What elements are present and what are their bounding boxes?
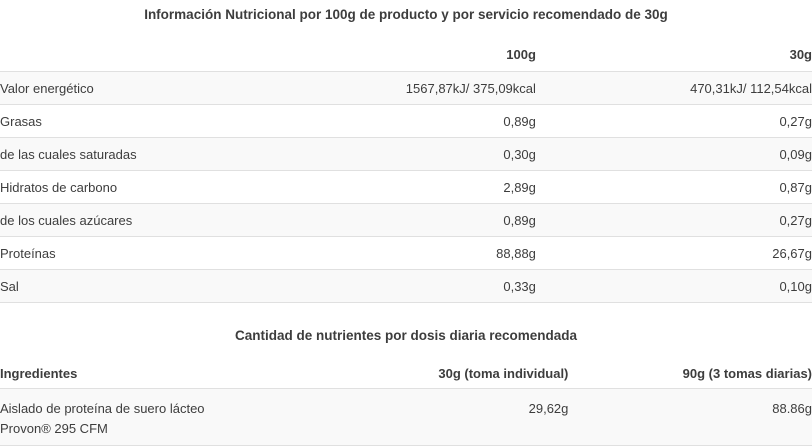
value-100g: 0,89g xyxy=(324,203,536,237)
ingredient-label-line1: Aislado de proteína de suero lácteo xyxy=(0,401,205,416)
value-30g: 0,87g xyxy=(535,170,812,204)
table2-header-30g: 30g (toma individual) xyxy=(324,343,569,389)
ingredient-label-line2: Provon® 295 CFM xyxy=(0,421,108,436)
table2-header-90g: 90g (3 tomas diarias) xyxy=(568,343,812,389)
table-row: Aislado de proteína de suero lácteo Prov… xyxy=(0,388,812,446)
row-label: Grasas xyxy=(0,104,325,138)
row-label: Valor energético xyxy=(0,71,325,105)
value-30g: 470,31kJ/ 112,54kcal xyxy=(535,71,812,105)
table1-header-30g: 30g xyxy=(535,22,812,72)
table-row: Sal 0,33g 0,10g xyxy=(0,269,812,303)
table1-header-row: 100g 30g xyxy=(0,22,812,72)
value-100g: 0,89g xyxy=(324,104,536,138)
value-100g: 1567,87kJ/ 375,09kcal xyxy=(324,71,536,105)
table2-header-ingredientes: Ingredientes xyxy=(0,343,325,389)
table-row: Proteínas 88,88g 26,67g xyxy=(0,236,812,270)
table-row: de las cuales saturadas 0,30g 0,09g xyxy=(0,137,812,171)
nutrition-table-per-100g: 100g 30g Valor energético 1567,87kJ/ 375… xyxy=(0,22,812,303)
table1-header-100g: 100g xyxy=(324,22,536,72)
value-30g: 0,27g xyxy=(535,104,812,138)
table-row: Grasas 0,89g 0,27g xyxy=(0,104,812,138)
row-label: Sal xyxy=(0,269,325,303)
ingredients-table: Ingredientes 30g (toma individual) 90g (… xyxy=(0,343,812,446)
table2-title: Cantidad de nutrientes por dosis diaria … xyxy=(234,328,578,343)
value-30g-dose: 29,62g xyxy=(324,388,569,446)
value-30g: 26,67g xyxy=(535,236,812,270)
row-label: Hidratos de carbono xyxy=(0,170,325,204)
table2-header-row: Ingredientes 30g (toma individual) 90g (… xyxy=(0,343,812,389)
row-label: de los cuales azúcares xyxy=(0,203,325,237)
value-100g: 2,89g xyxy=(324,170,536,204)
value-30g: 0,10g xyxy=(535,269,812,303)
table-row: de los cuales azúcares 0,89g 0,27g xyxy=(0,203,812,237)
value-100g: 88,88g xyxy=(324,236,536,270)
table1-header-empty xyxy=(0,22,325,72)
table-row: Valor energético 1567,87kJ/ 375,09kcal 4… xyxy=(0,71,812,105)
value-30g: 0,09g xyxy=(535,137,812,171)
value-100g: 0,33g xyxy=(324,269,536,303)
table-row: Hidratos de carbono 2,89g 0,87g xyxy=(0,170,812,204)
ingredient-label: Aislado de proteína de suero lácteo Prov… xyxy=(0,388,325,446)
row-label: de las cuales saturadas xyxy=(0,137,325,171)
value-30g: 0,27g xyxy=(535,203,812,237)
value-90g-dose: 88.86g xyxy=(568,388,812,446)
table1-title: Información Nutricional por 100g de prod… xyxy=(144,7,668,22)
value-100g: 0,30g xyxy=(324,137,536,171)
row-label: Proteínas xyxy=(0,236,325,270)
